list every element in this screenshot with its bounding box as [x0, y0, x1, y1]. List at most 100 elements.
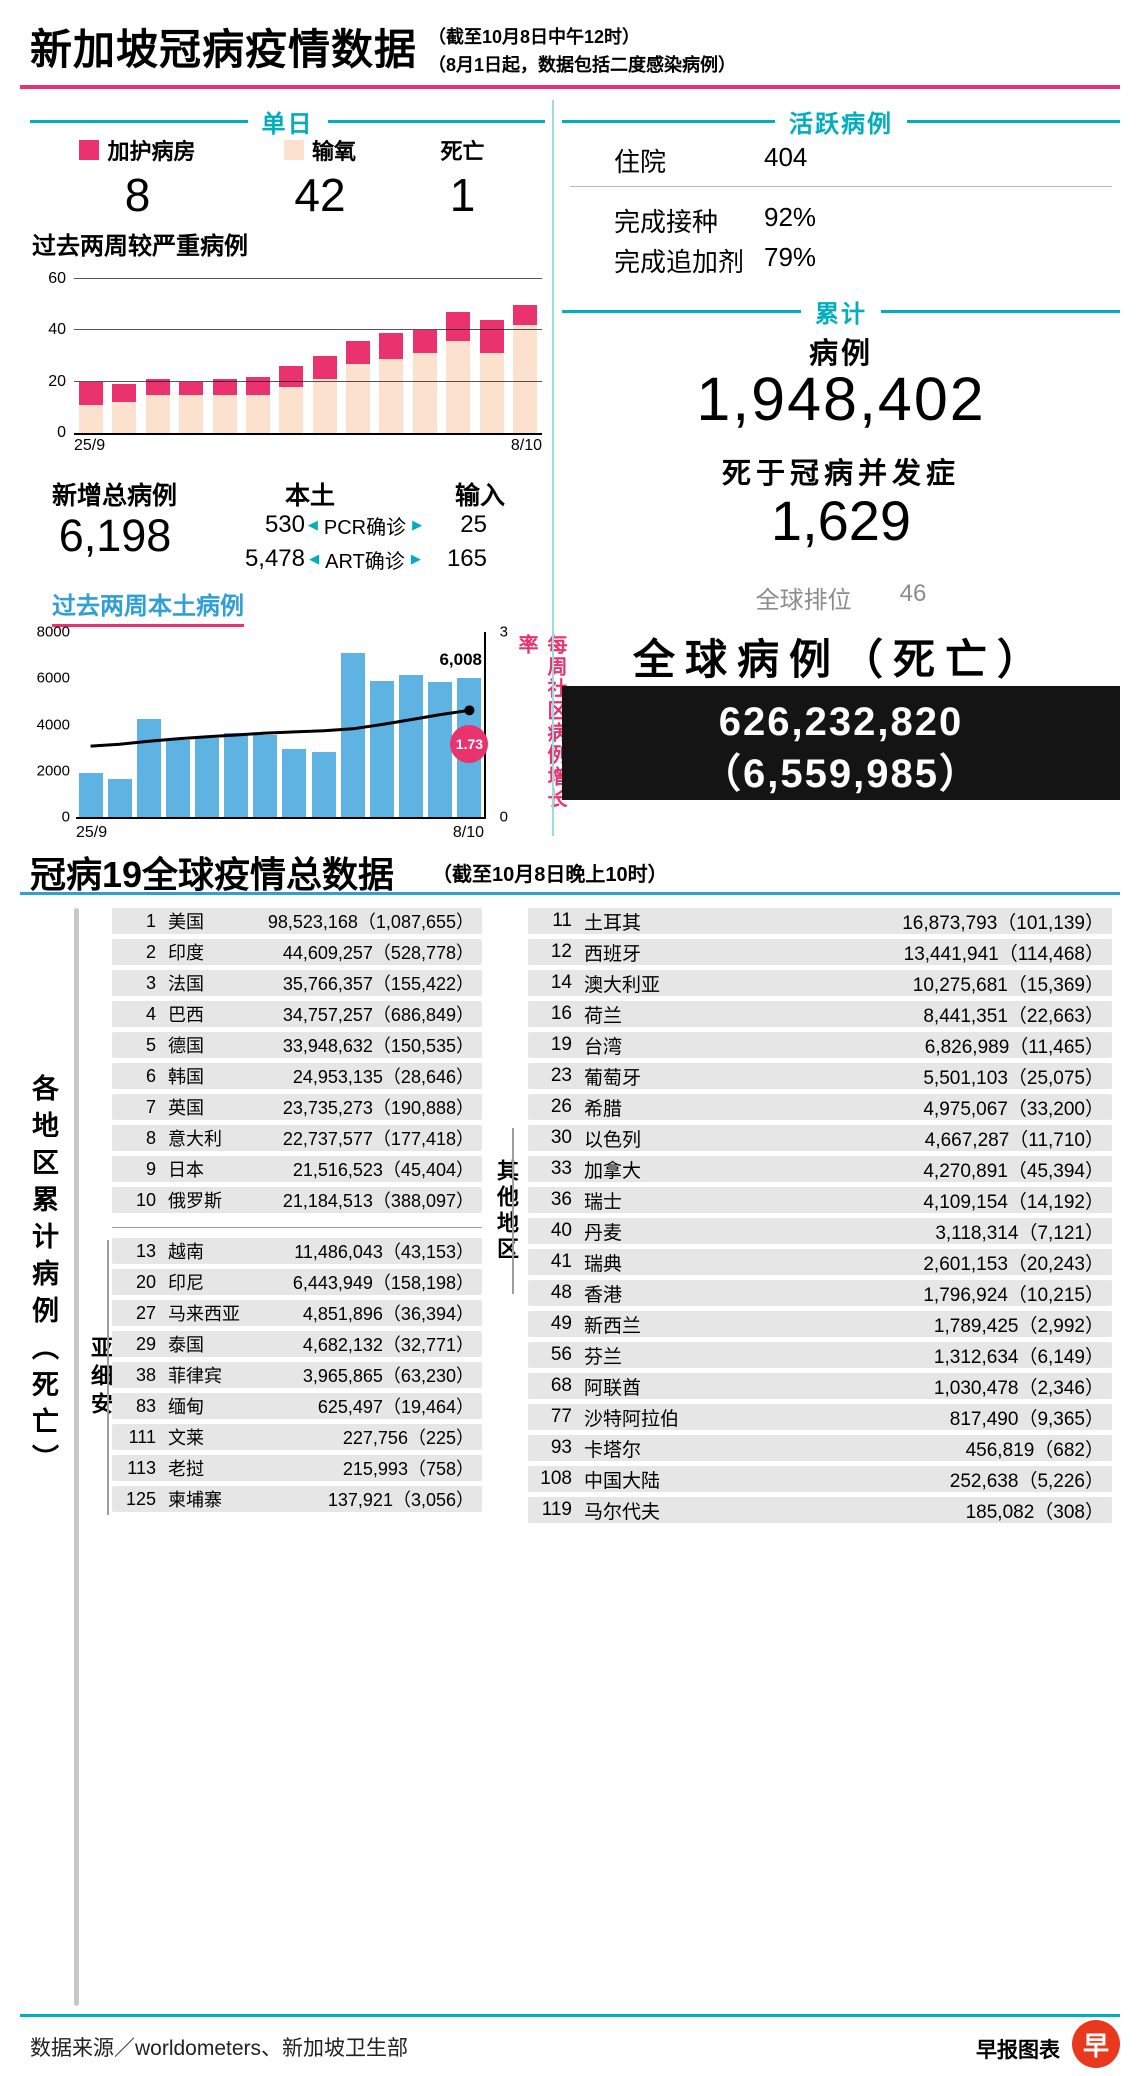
group-separator	[112, 1227, 482, 1228]
country-name: 土耳其	[584, 912, 642, 934]
asean-bracket	[107, 1240, 109, 1515]
country-cases-deaths: 456,819（682）	[965, 1439, 1104, 1461]
country-rank: 26	[550, 1096, 572, 1117]
country-row: 1 美国 98,523,168（1,087,655）	[112, 908, 482, 934]
oxygen-value: 42	[294, 169, 346, 221]
severe-chart-plot	[74, 278, 542, 435]
icu-value: 8	[124, 169, 151, 221]
country-row: 41 瑞典 2,601,153（20,243）	[528, 1249, 1112, 1275]
side-bar	[74, 908, 79, 2006]
hospitalized-value: 404	[764, 142, 808, 172]
country-cases-deaths: 10,275,681（15,369）	[912, 974, 1104, 996]
country-row: 13 越南 11,486,043（43,153）	[112, 1238, 482, 1264]
booster-row: 完成追加剂 79%	[614, 242, 816, 279]
daily-column: 单日 加护病房 8 输氧 42 死亡	[30, 98, 566, 842]
country-name: 美国	[168, 912, 204, 932]
country-name: 西班牙	[584, 943, 642, 965]
country-cases-deaths: 23,735,273（190,888）	[282, 1098, 474, 1118]
country-cases-deaths: 3,965,865（63,230）	[302, 1366, 474, 1386]
country-row: 93 卡塔尔 456,819（682）	[528, 1435, 1112, 1461]
country-name: 丹麦	[584, 1222, 623, 1244]
page-title: 新加坡冠病疫情数据	[30, 26, 418, 73]
deaths-label: 死亡	[440, 139, 485, 164]
brand-label: 早报图表	[976, 2039, 1060, 2062]
daily-section-header: 单日	[30, 104, 545, 139]
country-row: 10 俄罗斯 21,184,513（388,097）	[112, 1187, 482, 1213]
country-row: 40 丹麦 3,118,314（7,121）	[528, 1218, 1112, 1244]
country-row: 108 中国大陆 252,638（5,226）	[528, 1466, 1112, 1492]
oxygen-stat: 输氧 42	[245, 138, 395, 222]
country-name: 葡萄牙	[584, 1067, 642, 1089]
severe-chart-ylabels: 0 20 40 60	[30, 270, 66, 441]
country-name: 沙特阿拉伯	[584, 1408, 680, 1430]
country-name: 荷兰	[584, 1005, 623, 1027]
country-rank: 11	[552, 910, 572, 931]
vaccinated-value: 92%	[764, 202, 817, 232]
country-cases-deaths: 1,030,478（2,346）	[933, 1377, 1104, 1399]
country-rank: 119	[541, 1499, 572, 1520]
oxygen-swatch-icon	[283, 140, 304, 160]
country-name: 台湾	[584, 1036, 623, 1058]
country-row: 23 葡萄牙 5,501,103（25,075）	[528, 1063, 1112, 1089]
import-column-label: 输入	[454, 482, 505, 510]
country-rank: 33	[550, 1158, 572, 1179]
country-name: 马来西亚	[168, 1304, 240, 1324]
active-section-title: 活跃病例	[789, 111, 893, 138]
daily-section-title: 单日	[261, 111, 314, 138]
country-rank: 19	[550, 1034, 572, 1055]
severe-bar	[245, 279, 270, 433]
local-chart-xlabels: 25/9 8/10	[76, 824, 484, 842]
arrow-right-icon: ▶	[410, 551, 421, 566]
country-name: 意大利	[168, 1129, 222, 1149]
country-cases-deaths: 3,118,314（7,121）	[935, 1222, 1104, 1244]
country-name: 马尔代夫	[584, 1501, 661, 1523]
local-bar	[427, 681, 452, 817]
country-cases-deaths: 21,516,523（45,404）	[292, 1160, 474, 1180]
country-cases-deaths: 24,953,135（28,646）	[292, 1067, 474, 1087]
country-name: 文莱	[168, 1428, 204, 1448]
global-cases-title: 全球病例（死亡）	[632, 636, 1049, 683]
zaobao-logo-icon: 早	[1072, 2020, 1120, 2068]
country-rank: 38	[135, 1364, 156, 1385]
country-cases-deaths: 1,789,425（2,992）	[933, 1315, 1104, 1337]
country-name: 俄罗斯	[168, 1191, 222, 1211]
oxygen-legend: 输氧	[245, 138, 395, 164]
arrow-left-icon: ◀	[307, 517, 318, 532]
country-row: 33 加拿大 4,270,891（45,394）	[528, 1156, 1112, 1182]
other-bracket	[512, 1128, 514, 1294]
local-x-first: 25/9	[76, 824, 108, 841]
country-name: 香港	[584, 1284, 623, 1306]
local-column-label: 本土	[284, 482, 335, 510]
country-cases-deaths: 16,873,793（101,139）	[902, 912, 1104, 934]
country-name: 英国	[168, 1098, 204, 1118]
local-cases-chart: 0 2000 4000 6000 8000 6,008 1.73 0 3 25/9 8/1…	[30, 624, 566, 842]
arrow-right-icon: ▶	[412, 517, 423, 532]
country-name: 越南	[168, 1242, 204, 1262]
local-bar	[340, 652, 365, 817]
booster-label: 完成追加剂	[614, 247, 745, 277]
test-type-rows: 530 ◀ PCR确诊 ▶ 25 5,478 ◀ ART确诊 ▶ 165	[225, 508, 487, 576]
deaths-stat: 死亡 1	[395, 138, 530, 222]
footer-rule	[20, 2014, 1120, 2017]
severe-x-first: 25/9	[74, 437, 106, 454]
header-line-icon	[907, 120, 1120, 123]
country-cases-deaths: 227,756（225）	[342, 1428, 474, 1448]
country-cases-deaths: 6,826,989（11,465）	[924, 1036, 1104, 1058]
country-name: 阿联酋	[584, 1377, 642, 1399]
header-notes: （截至10月8日中午12时） （8月1日起，数据包括二度感染病例）	[428, 24, 736, 80]
country-rank: 7	[145, 1096, 156, 1117]
country-rank: 48	[550, 1282, 572, 1303]
country-row: 83 缅甸 625,497（19,464）	[112, 1393, 482, 1419]
header-line-icon	[562, 120, 775, 123]
country-cases-deaths: 215,993（758）	[342, 1459, 474, 1479]
world-top10-rows: 1 美国 98,523,168（1,087,655） 2 印度 44,609,257（52…	[112, 908, 482, 1218]
severe-bar	[79, 279, 103, 433]
country-cases-deaths: 11,486,043（43,153）	[294, 1242, 474, 1262]
global-rank-row: 全球排位 46	[562, 580, 1120, 615]
severe-bar	[412, 279, 437, 433]
severe-bar	[512, 279, 537, 433]
growth-line-svg	[90, 705, 475, 748]
country-name: 法国	[168, 974, 204, 994]
booster-value: 79%	[764, 242, 817, 272]
icu-legend: 加护病房	[30, 138, 245, 164]
